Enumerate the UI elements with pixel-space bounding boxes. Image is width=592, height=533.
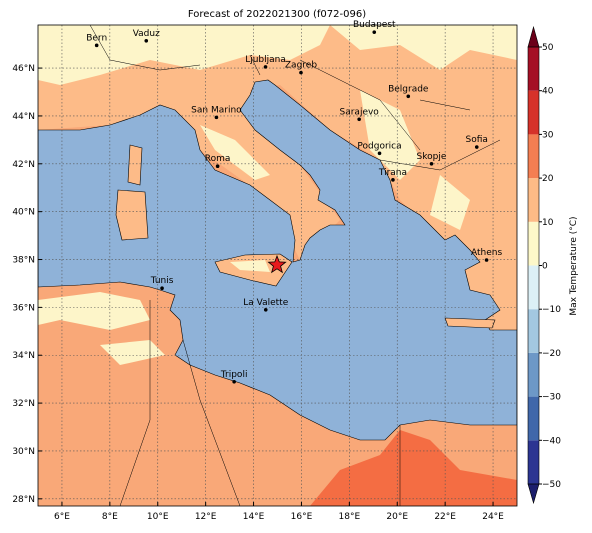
sicily-cool bbox=[230, 260, 270, 272]
colorbar-tick-label: −30 bbox=[542, 393, 561, 403]
map-frame bbox=[37, 24, 518, 507]
colorbar-band bbox=[528, 221, 539, 266]
colorbar-tick-label: 10 bbox=[542, 218, 554, 228]
city-dot bbox=[474, 145, 479, 149]
city-label: Podgorica bbox=[357, 141, 401, 151]
city-dot bbox=[484, 258, 489, 262]
city-dot bbox=[215, 164, 220, 168]
colorbar-band bbox=[528, 134, 539, 179]
x-tick-label: 6°E bbox=[54, 512, 70, 522]
colorbar-tick-label: 50 bbox=[542, 43, 554, 53]
city-dot bbox=[406, 94, 411, 99]
borders bbox=[89, 25, 501, 506]
colorbar-tick-label: −10 bbox=[542, 305, 561, 315]
colorbar-band bbox=[528, 47, 539, 91]
city-label: Athens bbox=[471, 248, 502, 258]
y-tick-label: 30°N bbox=[12, 447, 35, 457]
y-tick-label: 44°N bbox=[12, 112, 35, 122]
city-label: Tripoli bbox=[220, 370, 248, 380]
city-label: Vaduz bbox=[133, 29, 160, 39]
y-tick-label: 36°N bbox=[12, 303, 35, 313]
city-dot bbox=[214, 115, 219, 120]
x-tick-label: 8°E bbox=[102, 512, 118, 522]
city-dot bbox=[232, 380, 236, 384]
x-tick-label: 10°E bbox=[147, 512, 169, 522]
colorbar-band bbox=[528, 265, 539, 310]
colorbar-tick-label: 30 bbox=[542, 130, 554, 140]
city-dot bbox=[372, 30, 377, 34]
x-tick-label: 12°E bbox=[195, 512, 217, 522]
colorbar-tick-label: −50 bbox=[542, 480, 561, 490]
city-dot bbox=[160, 286, 164, 291]
colorbar-label: Max Temperature (°C) bbox=[569, 216, 579, 315]
y-tick-label: 32°N bbox=[12, 399, 35, 409]
colorbar-tick-label: −40 bbox=[542, 436, 561, 446]
city-label: Ljubljana bbox=[245, 55, 286, 65]
city-label: Belgrade bbox=[388, 84, 429, 94]
city-label: Roma bbox=[205, 154, 231, 164]
city-label: Sarajevo bbox=[340, 107, 380, 117]
x-tick-label: 18°E bbox=[339, 512, 361, 522]
city-label: Sofia bbox=[466, 135, 488, 145]
city-label: San Marino bbox=[191, 105, 242, 115]
city-label: Tirana bbox=[378, 168, 407, 178]
y-tick-label: 42°N bbox=[12, 160, 35, 170]
x-tick-label: 22°E bbox=[434, 512, 456, 522]
city-label: Zagreb bbox=[285, 61, 317, 71]
city-dot bbox=[429, 161, 434, 166]
colorbar-extend-high bbox=[527, 25, 540, 48]
land-cool-patches bbox=[200, 25, 517, 230]
y-tick-label: 34°N bbox=[12, 351, 35, 361]
crete bbox=[444, 317, 496, 329]
city-dot bbox=[263, 307, 268, 312]
city-dot bbox=[299, 70, 303, 75]
africa-hot bbox=[310, 430, 517, 506]
colorbar-band bbox=[528, 352, 539, 397]
city-dot bbox=[391, 178, 395, 182]
city-label: La Valette bbox=[243, 298, 288, 308]
x-tick-label: 24°E bbox=[482, 512, 504, 522]
y-tick-label: 46°N bbox=[12, 64, 35, 74]
land-europe bbox=[38, 25, 517, 330]
city-label: Bern bbox=[86, 33, 107, 43]
y-tick-label: 38°N bbox=[12, 256, 35, 266]
y-tick-label: 40°N bbox=[12, 208, 35, 218]
colorbar-tick-label: 0 bbox=[542, 262, 548, 272]
colorbar-band bbox=[528, 396, 539, 441]
colorbar-band bbox=[528, 178, 539, 222]
colorbar-band bbox=[528, 90, 539, 135]
corsica bbox=[127, 144, 143, 186]
colorbar-tick-label: 40 bbox=[542, 87, 554, 97]
location-star bbox=[267, 254, 287, 274]
city-dot bbox=[357, 117, 361, 122]
city-dot bbox=[377, 151, 382, 156]
city-dot bbox=[263, 65, 268, 69]
land-alps-cool bbox=[38, 25, 330, 85]
colorbar-extend-low bbox=[527, 483, 540, 505]
city-label: Skopje bbox=[417, 152, 447, 162]
city-label: Tunis bbox=[150, 276, 174, 286]
map-title: Forecast of 2022021300 (f072-096) bbox=[188, 9, 366, 20]
city-dot bbox=[94, 43, 99, 48]
sardinia bbox=[115, 189, 149, 241]
africa-cool bbox=[38, 292, 165, 365]
colorbar-band bbox=[528, 440, 539, 484]
x-tick-label: 16°E bbox=[291, 512, 313, 522]
city-dot bbox=[144, 38, 149, 43]
x-tick-label: 20°E bbox=[386, 512, 408, 522]
y-tick-label: 28°N bbox=[12, 495, 35, 505]
colorbar-tick-label: 20 bbox=[542, 174, 554, 184]
x-tick-label: 14°E bbox=[243, 512, 265, 522]
colorbar-tick-label: −20 bbox=[542, 349, 561, 359]
colorbar-band bbox=[528, 309, 539, 353]
